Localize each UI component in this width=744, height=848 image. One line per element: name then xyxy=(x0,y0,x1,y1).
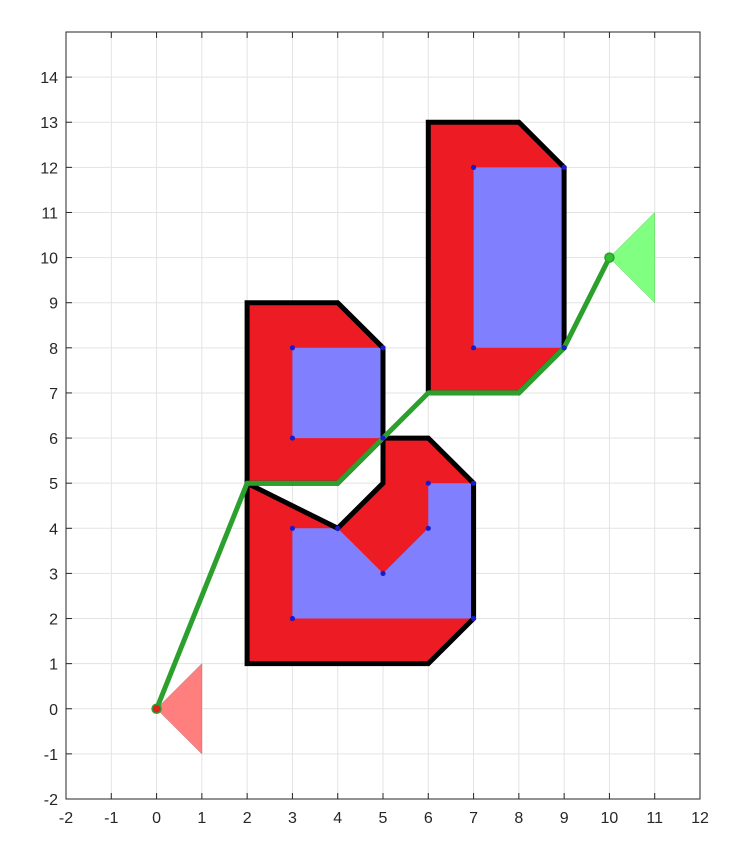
y-tick-label: 13 xyxy=(40,115,58,132)
vertex-point-13 xyxy=(561,345,567,351)
y-tick-label: 7 xyxy=(49,386,58,403)
x-tick-label: 3 xyxy=(288,810,297,827)
y-tick-label: 8 xyxy=(49,341,58,358)
y-tick-label: 9 xyxy=(49,296,58,313)
start-marker xyxy=(156,662,203,755)
y-tick-label: 11 xyxy=(41,205,58,222)
y-tick-label: -2 xyxy=(44,792,58,809)
vertex-point-3 xyxy=(425,480,431,486)
y-tick-label: 0 xyxy=(49,702,58,719)
y-tick-label: 2 xyxy=(49,612,58,629)
vertex-point-1 xyxy=(470,615,477,622)
y-tick-label: 1 xyxy=(49,657,58,674)
bottom-obstacle-outline xyxy=(244,435,477,667)
x-tick-label: 6 xyxy=(424,810,433,827)
x-tick-label: 2 xyxy=(243,810,252,827)
y-tick-label: 4 xyxy=(49,521,58,538)
x-tick-label: 1 xyxy=(197,810,206,827)
vertex-point-15 xyxy=(470,164,477,170)
x-tick-label: -1 xyxy=(104,810,118,827)
y-tick-label: 3 xyxy=(49,566,58,583)
goal-marker xyxy=(609,211,655,304)
vertex-point-0 xyxy=(289,615,296,622)
y-tick-label: 6 xyxy=(49,431,58,448)
vertex-point-2 xyxy=(470,480,477,486)
bottom-obstacle-inner xyxy=(292,483,474,619)
middle-obstacle-inner xyxy=(292,347,383,439)
goal-point xyxy=(604,252,615,263)
x-tick-label: 5 xyxy=(379,810,388,827)
y-tick-label: 5 xyxy=(49,476,58,493)
y-tick-label: 14 xyxy=(40,70,58,87)
vertex-point-11 xyxy=(289,345,296,351)
y-tick-label: 12 xyxy=(40,160,58,177)
x-tick-label: 11 xyxy=(646,810,663,827)
x-tick-label: 12 xyxy=(691,810,709,827)
vertex-point-8 xyxy=(289,435,296,441)
x-tick-label: 7 xyxy=(469,810,478,827)
vertex-point-10 xyxy=(380,345,386,351)
top-obstacle-inner xyxy=(473,167,565,348)
x-tick-label: 4 xyxy=(333,810,342,827)
x-tick-label: 9 xyxy=(560,810,569,827)
x-tick-label: 10 xyxy=(601,810,619,827)
start-goal-markers xyxy=(156,211,655,755)
x-tick-label: 0 xyxy=(152,810,161,827)
start-point xyxy=(151,703,162,715)
y-tick-label: -1 xyxy=(44,747,58,764)
axes: -2 -1 0 1 2 3 4 5 6 7 8 9 10 11 12-2-10123456789101112… xyxy=(40,31,709,827)
vertex-point-5 xyxy=(380,570,386,577)
vertex-point-14 xyxy=(561,164,567,170)
x-tick-label: -2 xyxy=(59,810,73,827)
obstacles xyxy=(244,119,567,667)
vertex-point-4 xyxy=(425,525,431,531)
vertex-point-7 xyxy=(289,525,296,531)
vertex-point-9 xyxy=(380,435,386,441)
y-tick-label: 10 xyxy=(40,251,58,268)
vertex-point-6 xyxy=(335,525,341,531)
vertex-point-12 xyxy=(470,345,477,351)
x-tick-label: 8 xyxy=(514,810,523,827)
vertices xyxy=(151,164,615,715)
